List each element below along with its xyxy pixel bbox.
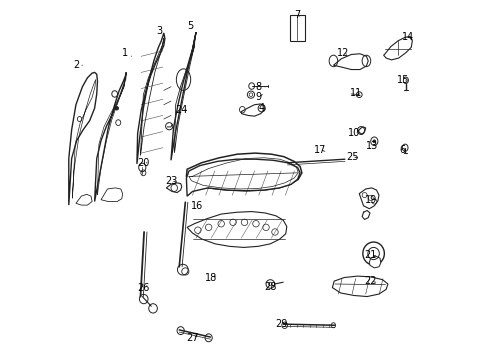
Text: 18: 18 <box>205 273 217 283</box>
Text: 11: 11 <box>349 88 361 98</box>
Polygon shape <box>187 212 286 247</box>
Text: 8: 8 <box>255 82 265 93</box>
Polygon shape <box>137 33 164 164</box>
Text: 17: 17 <box>313 144 325 154</box>
Polygon shape <box>332 276 387 297</box>
Text: 4: 4 <box>258 103 264 113</box>
Text: 14: 14 <box>401 32 413 41</box>
Text: 1: 1 <box>122 48 131 58</box>
Polygon shape <box>166 183 182 193</box>
Text: 20: 20 <box>137 158 149 168</box>
Polygon shape <box>383 37 411 60</box>
Text: 3: 3 <box>156 26 162 36</box>
Text: 25: 25 <box>345 152 358 162</box>
Text: 16: 16 <box>191 201 203 211</box>
Polygon shape <box>241 104 264 116</box>
Text: 27: 27 <box>186 333 198 343</box>
FancyBboxPatch shape <box>289 15 304 41</box>
Polygon shape <box>186 159 300 196</box>
Polygon shape <box>186 153 301 191</box>
Text: 23: 23 <box>164 176 177 186</box>
Text: 9: 9 <box>255 92 262 102</box>
Ellipse shape <box>115 107 119 110</box>
Text: 6: 6 <box>398 144 405 154</box>
Ellipse shape <box>372 140 375 143</box>
Polygon shape <box>94 72 126 202</box>
Text: 2: 2 <box>73 60 82 70</box>
Polygon shape <box>368 256 380 268</box>
Text: 26: 26 <box>137 283 149 293</box>
Text: 5: 5 <box>186 21 193 31</box>
Polygon shape <box>69 72 97 205</box>
Text: 29: 29 <box>274 319 286 329</box>
Polygon shape <box>101 188 122 202</box>
Text: 10: 10 <box>347 128 360 138</box>
Polygon shape <box>359 188 378 209</box>
Text: 7: 7 <box>294 10 300 20</box>
Text: 13: 13 <box>365 141 377 151</box>
Text: 12: 12 <box>336 48 348 58</box>
Text: 28: 28 <box>264 282 276 292</box>
Text: 19: 19 <box>364 195 376 205</box>
Text: 24: 24 <box>175 105 187 115</box>
Polygon shape <box>333 54 367 69</box>
Text: 22: 22 <box>364 276 376 286</box>
Text: 21: 21 <box>364 249 376 260</box>
Polygon shape <box>76 194 92 205</box>
Polygon shape <box>171 32 196 160</box>
Text: 15: 15 <box>396 75 408 85</box>
